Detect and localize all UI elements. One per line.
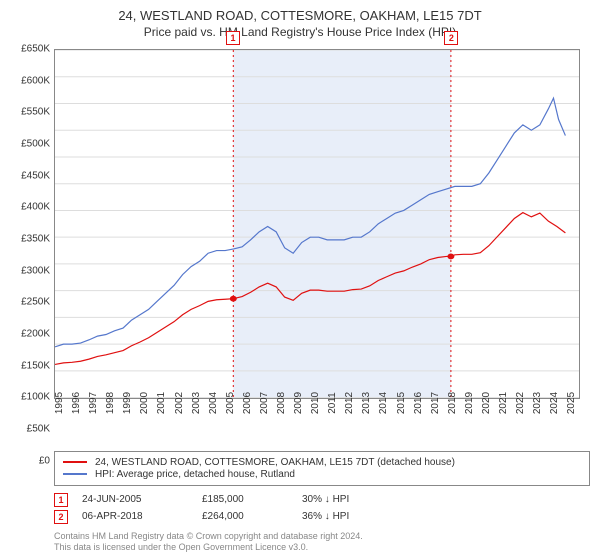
y-tick-label: £300K	[10, 265, 50, 276]
y-tick-label: £350K	[10, 233, 50, 244]
sale-delta: 30% ↓ HPI	[302, 494, 422, 505]
footer-line: Contains HM Land Registry data © Crown c…	[54, 531, 590, 543]
sale-price: £185,000	[202, 494, 302, 505]
legend-label: 24, WESTLAND ROAD, COTTESMORE, OAKHAM, L…	[95, 457, 455, 468]
y-tick-label: £100K	[10, 392, 50, 403]
sale-marker: 1	[226, 31, 240, 45]
legend-item: HPI: Average price, detached house, Rutl…	[63, 469, 581, 480]
legend-label: HPI: Average price, detached house, Rutl…	[95, 469, 295, 480]
sale-date: 24-JUN-2005	[82, 494, 202, 505]
sale-row-marker: 1	[54, 493, 68, 507]
sale-row: 2 06-APR-2018£264,00036% ↓ HPI	[54, 510, 590, 524]
sale-row-marker: 2	[54, 510, 68, 524]
y-tick-label: £500K	[10, 138, 50, 149]
y-tick-label: £250K	[10, 297, 50, 308]
y-tick-label: £450K	[10, 170, 50, 181]
sale-marker: 2	[444, 31, 458, 45]
y-tick-label: £200K	[10, 328, 50, 339]
chart-area: £0£50K£100K£150K£200K£250K£300K£350K£400…	[10, 45, 590, 447]
y-tick-label: £50K	[10, 423, 50, 434]
footer: Contains HM Land Registry data © Crown c…	[54, 531, 590, 554]
x-tick-label: 2025	[566, 392, 600, 414]
legend-item: 24, WESTLAND ROAD, COTTESMORE, OAKHAM, L…	[63, 457, 581, 468]
y-tick-label: £0	[10, 455, 50, 466]
y-tick-label: £600K	[10, 75, 50, 86]
page-title: 24, WESTLAND ROAD, COTTESMORE, OAKHAM, L…	[10, 8, 590, 23]
legend-swatch	[63, 473, 87, 475]
sale-price: £264,000	[202, 511, 302, 522]
sale-delta: 36% ↓ HPI	[302, 511, 422, 522]
page-subtitle: Price paid vs. HM Land Registry's House …	[10, 25, 590, 39]
sale-date: 06-APR-2018	[82, 511, 202, 522]
y-tick-label: £150K	[10, 360, 50, 371]
footer-line: This data is licensed under the Open Gov…	[54, 542, 590, 554]
y-tick-label: £400K	[10, 202, 50, 213]
sale-row: 1 24-JUN-2005£185,00030% ↓ HPI	[54, 493, 590, 507]
sales-table: 1 24-JUN-2005£185,00030% ↓ HPI 2 06-APR-201…	[54, 490, 590, 527]
legend: 24, WESTLAND ROAD, COTTESMORE, OAKHAM, L…	[54, 451, 590, 486]
y-tick-label: £550K	[10, 107, 50, 118]
y-tick-label: £650K	[10, 44, 50, 55]
legend-swatch	[63, 461, 87, 463]
plot-area	[54, 49, 580, 399]
